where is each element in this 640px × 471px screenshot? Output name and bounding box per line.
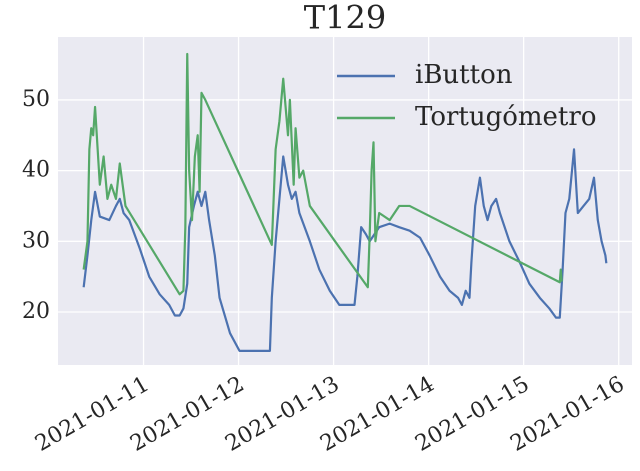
series-line bbox=[82, 52, 563, 296]
legend-label: iButton bbox=[415, 60, 513, 90]
series-line bbox=[82, 148, 608, 352]
y-tick-label: 50 bbox=[22, 87, 50, 112]
legend-label: Tortugómetro bbox=[415, 102, 596, 132]
y-tick-label: 40 bbox=[22, 158, 50, 183]
plot-area bbox=[58, 37, 632, 365]
y-tick-label: 30 bbox=[22, 228, 50, 253]
chart-title: T129 bbox=[304, 0, 386, 37]
y-tick-label: 20 bbox=[22, 299, 50, 324]
